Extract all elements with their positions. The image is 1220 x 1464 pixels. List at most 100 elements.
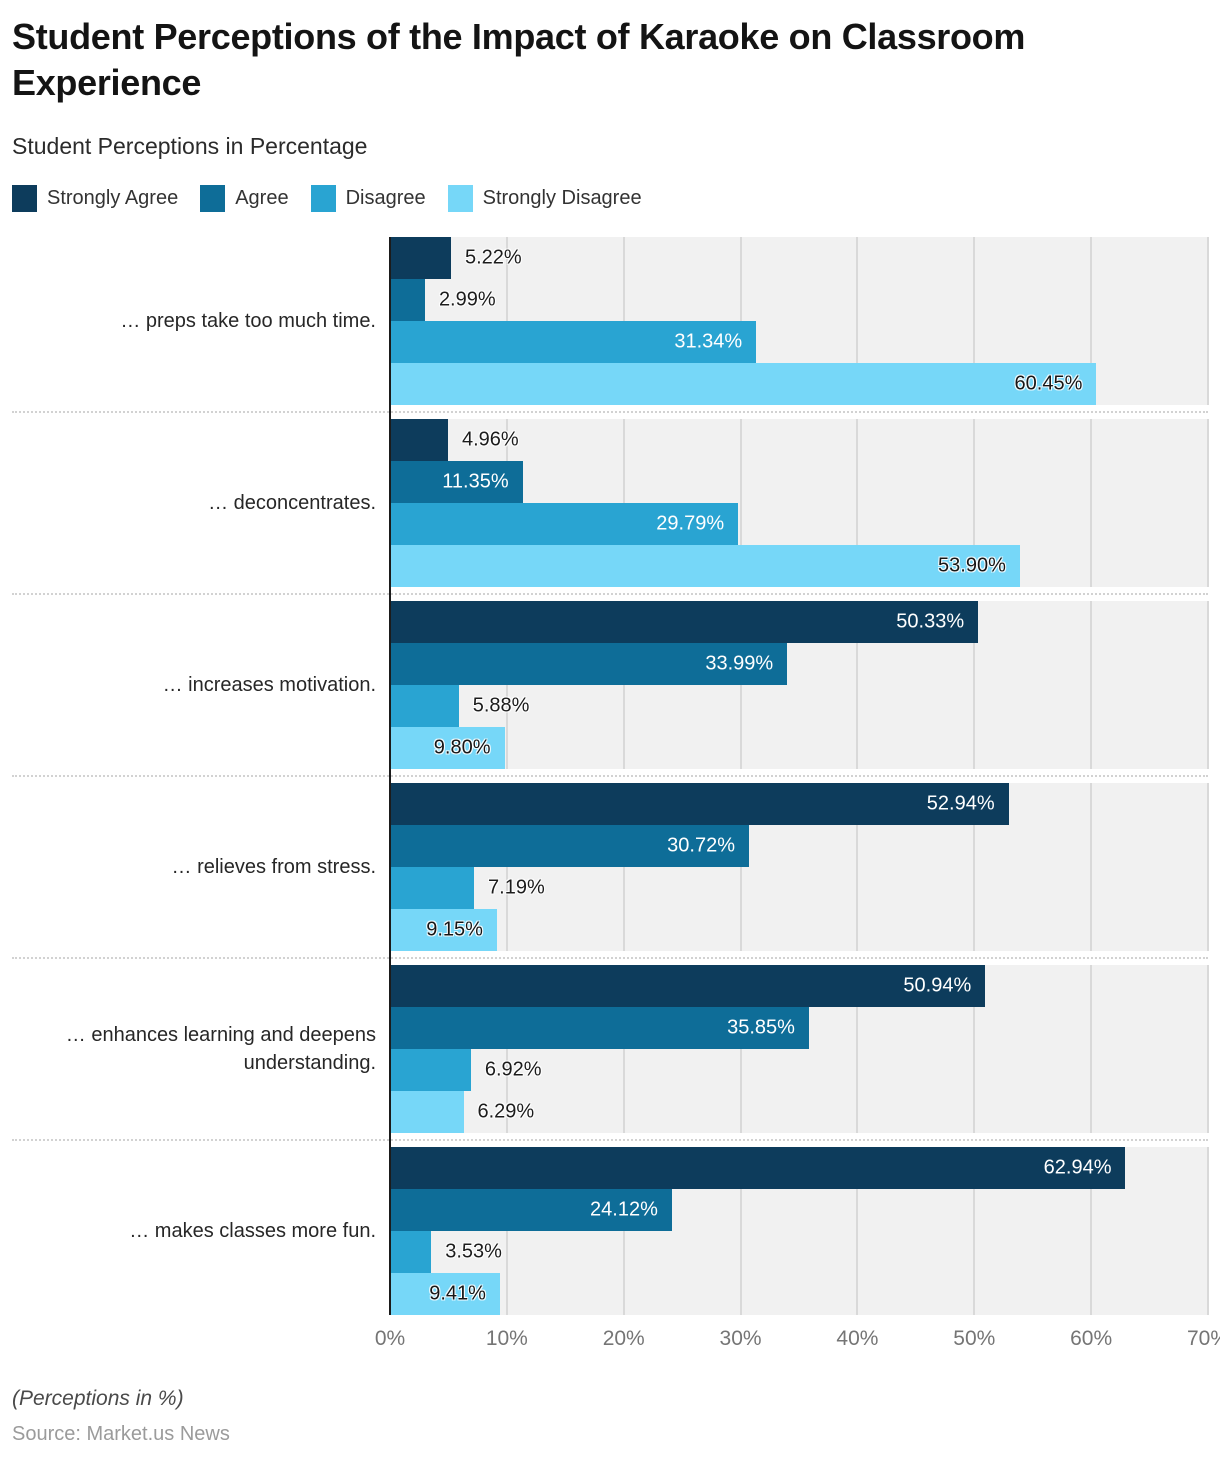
separator-line — [12, 593, 1208, 596]
x-axis-tick-label: 50% — [953, 1327, 996, 1351]
bar-agree: 11.35% — [390, 461, 523, 504]
footer-source: Source: Market.us News — [12, 1423, 230, 1446]
legend-swatch-icon — [310, 185, 336, 213]
category-label: … preps take too much time. — [120, 310, 376, 333]
plot-area: 50.94% 35.85% 6.92% 6.29% — [390, 965, 1209, 1134]
gridline — [739, 1147, 742, 1316]
category-label: … deconcentrates. — [208, 492, 376, 515]
gridline — [856, 1147, 859, 1316]
bar-value-label: 35.85% — [727, 1016, 795, 1039]
bar-value-label: 4.96% — [461, 428, 519, 451]
gridline — [973, 1147, 976, 1316]
bar-agree: 24.12% — [390, 1189, 672, 1232]
legend-item-disagree: Disagree — [310, 185, 426, 213]
gridline — [1207, 237, 1209, 406]
legend-swatch-icon — [12, 185, 37, 213]
bar-value-label: 2.99% — [438, 288, 496, 311]
bar-agree: 2.99% — [390, 279, 496, 322]
x-axis-tick-label: 70% — [1186, 1327, 1220, 1351]
legend-item-strongly-disagree: Strongly Disagree — [447, 185, 642, 213]
gridline — [973, 419, 976, 588]
x-axis-tick-label: 10% — [485, 1327, 528, 1351]
category-label: … enhances learning and deepens understa… — [65, 1024, 376, 1075]
category-label: … makes classes more fun. — [129, 1220, 376, 1243]
separator-line — [12, 957, 1208, 960]
bar-value-label: 9.80% — [433, 736, 491, 759]
category-group: … relieves from stress. 52.94% 30.72% 7.19%… — [12, 783, 1209, 952]
x-axis: 0% 10% 20% 30% 40% 50% 60% 70% — [12, 1315, 1220, 1361]
bar-strongly-disagree: 9.41% — [390, 1273, 500, 1316]
bar-strongly-agree: 4.96% — [390, 419, 519, 462]
bar-agree: 30.72% — [390, 825, 749, 868]
bar-value-label: 6.92% — [484, 1058, 542, 1081]
x-axis-tick-label: 0% — [374, 1327, 406, 1351]
gridline — [622, 965, 625, 1134]
gridline — [1207, 783, 1209, 952]
gridline — [856, 601, 859, 770]
plot-area: 4.96% 11.35% 29.79% 53.90% — [390, 419, 1209, 588]
bar-strongly-disagree: 53.90% — [390, 545, 1020, 588]
bar-value-label: 9.41% — [429, 1282, 486, 1305]
legend-label: Strongly Agree — [47, 187, 179, 210]
bar-value-label: 7.19% — [488, 876, 545, 899]
bar-agree: 33.99% — [390, 643, 788, 686]
plot-area: 50.33% 33.99% 5.88% 9.80% — [390, 601, 1209, 770]
bar-value-label: 5.22% — [464, 246, 522, 269]
plot-area: 5.22% 2.99% 31.34% 60.45% — [390, 237, 1209, 406]
gridline — [1090, 783, 1093, 952]
chart-subtitle: Student Perceptions in Percentage — [12, 133, 368, 160]
bar-value-label: 9.15% — [426, 918, 483, 941]
gridline — [856, 237, 859, 406]
gridline — [1090, 419, 1093, 588]
gridline — [622, 783, 625, 952]
separator-line — [12, 411, 1208, 414]
bar-strongly-agree: 62.94% — [390, 1147, 1126, 1190]
group-separator — [12, 405, 1208, 419]
bar-value-label: 62.94% — [1043, 1156, 1112, 1179]
group-separator — [12, 951, 1208, 965]
bar-value-label: 50.33% — [896, 610, 965, 633]
legend: Strongly Agree Agree Disagree Strongly Disa… — [12, 185, 1208, 213]
bar-value-label: 3.53% — [445, 1240, 502, 1263]
gridline — [739, 419, 742, 588]
bar-disagree: 31.34% — [390, 321, 757, 364]
bar-strongly-agree: 50.33% — [390, 601, 979, 644]
legend-item-agree: Agree — [200, 185, 289, 213]
bar-value-label: 60.45% — [1014, 372, 1083, 395]
page-title: Student Perceptions of the Impact of Kar… — [12, 16, 1026, 104]
bar-disagree: 5.88% — [390, 685, 529, 728]
gridline — [973, 601, 976, 770]
category-group: … preps take too much time. 5.22% 2.99% 31.… — [12, 237, 1209, 406]
plot-area: 62.94% 24.12% 3.53% 9.41% — [390, 1147, 1209, 1316]
bar-value-label: 53.90% — [938, 554, 1006, 577]
gridline — [1090, 237, 1093, 406]
bar-strongly-agree: 5.22% — [390, 237, 522, 280]
group-separator — [12, 1133, 1208, 1147]
legend-label: Strongly Disagree — [482, 187, 642, 210]
gridline — [856, 419, 859, 588]
gridline — [739, 783, 742, 952]
bar-strongly-disagree: 6.29% — [390, 1091, 534, 1134]
x-axis-tick-label: 30% — [719, 1327, 762, 1351]
bar-strongly-agree: 50.94% — [390, 965, 986, 1008]
gridline — [973, 783, 976, 952]
gridline — [1207, 965, 1209, 1134]
bar-strongly-agree: 52.94% — [390, 783, 1009, 826]
legend-swatch-icon — [200, 185, 226, 213]
gridline — [1207, 1147, 1209, 1316]
bar-value-label: 31.34% — [674, 330, 743, 353]
bar-disagree: 3.53% — [390, 1231, 502, 1274]
bar-value-label: 5.88% — [472, 694, 530, 717]
gridline — [1207, 601, 1209, 770]
category-group: … deconcentrates. 4.96% 11.35% 29.79% 53.90% — [12, 419, 1209, 588]
bar-value-label: 24.12% — [590, 1198, 658, 1221]
gridline — [1207, 419, 1209, 588]
legend-item-strongly-agree: Strongly Agree — [12, 185, 179, 213]
legend-label: Agree — [235, 187, 289, 210]
gridline — [505, 965, 508, 1134]
category-group: … increases motivation. 50.33% 33.99% 5.88%… — [12, 601, 1209, 770]
bar-disagree: 29.79% — [390, 503, 739, 546]
x-axis-tick-label: 60% — [1070, 1327, 1113, 1351]
legend-label: Disagree — [345, 187, 426, 210]
bar-strongly-disagree: 9.15% — [390, 909, 497, 952]
